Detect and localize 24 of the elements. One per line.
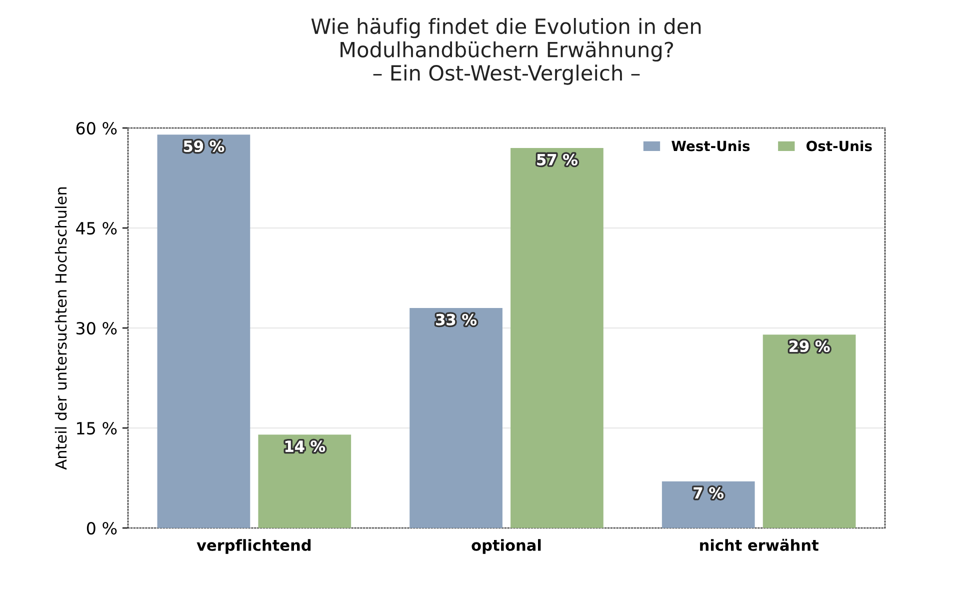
legend-label: Ost-Unis bbox=[806, 140, 872, 152]
y-tick-label: 30 % bbox=[76, 322, 117, 335]
bar bbox=[662, 481, 755, 528]
data-label: 7 % bbox=[694, 487, 724, 499]
bar bbox=[762, 334, 856, 528]
y-axis-title: Anteil der untersuchten Hochschulen bbox=[54, 187, 67, 470]
bar bbox=[410, 308, 502, 528]
data-label: 29 % bbox=[790, 340, 830, 352]
bar bbox=[510, 148, 604, 528]
data-label: 59 % bbox=[184, 140, 224, 152]
data-label: 14 % bbox=[285, 440, 326, 452]
bar bbox=[157, 134, 250, 528]
x-tick-label: verpflichtend bbox=[196, 539, 311, 554]
bar bbox=[258, 434, 352, 528]
chart-title: Wie häufig findet die Evolution in den Modulhandbüchern Erwähnung? – Ein Ost-West-Vergleich – bbox=[311, 18, 701, 85]
y-tick-label: 45 % bbox=[76, 222, 117, 235]
x-tick-label: nicht erwähnt bbox=[700, 538, 819, 551]
data-label: 33 % bbox=[436, 314, 476, 326]
y-tick-label: 60 % bbox=[76, 122, 117, 135]
y-tick-label: 15 % bbox=[77, 422, 117, 435]
x-tick-label: optional bbox=[472, 539, 541, 554]
y-tick-label: 0 % bbox=[86, 522, 117, 535]
legend-label: West-Unis bbox=[672, 140, 750, 152]
data-label: 57 % bbox=[537, 154, 578, 166]
